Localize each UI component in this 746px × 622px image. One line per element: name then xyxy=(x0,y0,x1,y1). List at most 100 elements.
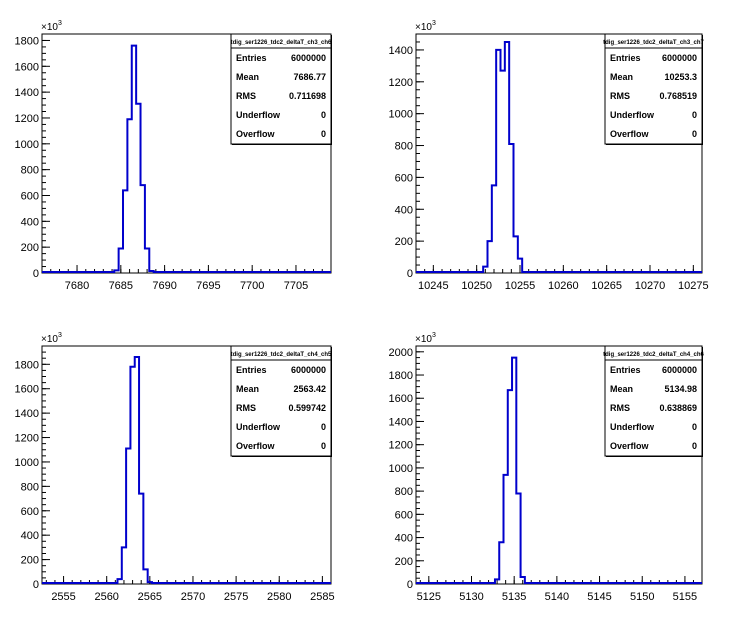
x-tick-label: 10260 xyxy=(548,280,579,292)
stats-row-label: Underflow xyxy=(610,110,655,120)
x-tick-label: 5145 xyxy=(587,591,611,603)
y-tick-label: 1200 xyxy=(389,440,413,452)
x-tick-label: 10270 xyxy=(635,280,666,292)
stats-row-label: RMS xyxy=(236,91,256,101)
stats-box xyxy=(604,33,703,145)
x-tick-label: 5130 xyxy=(459,591,483,603)
y-tick-label: 1800 xyxy=(389,370,413,382)
stats-row-value: 6000000 xyxy=(291,365,326,375)
y-tick-label: 1600 xyxy=(15,384,39,396)
histogram-bin xyxy=(512,358,516,584)
stats-row-label: Mean xyxy=(610,72,633,82)
y-tick-label: 800 xyxy=(395,486,413,498)
x-tick-label: 7695 xyxy=(196,280,220,292)
stats-row-label: RMS xyxy=(610,91,630,101)
stats-row-value: 0 xyxy=(692,110,697,120)
stats-row-value: 7686.77 xyxy=(293,72,326,82)
histogram-bin xyxy=(143,569,147,584)
x-tick-label: 7680 xyxy=(65,280,89,292)
stats-box-title: tdig_ser1226_tdc2_deltaT_ch3_ch6 xyxy=(231,40,332,46)
stats-row-value: 6000000 xyxy=(662,53,697,63)
histogram-series-outline xyxy=(42,44,331,273)
y-tick-label: 800 xyxy=(21,481,39,493)
x-tick-label: 10275 xyxy=(678,280,709,292)
stats-row-value: 6000000 xyxy=(291,53,326,63)
stats-row-value: 0 xyxy=(692,129,697,139)
stats-row-value: 0.638869 xyxy=(659,403,697,413)
histogram-bin xyxy=(136,104,140,273)
stats-row-value: 0.599742 xyxy=(288,403,326,413)
histogram-bin xyxy=(148,582,152,584)
y-tick-label: 400 xyxy=(21,216,39,228)
histogram-bin xyxy=(509,144,513,273)
histogram-bin xyxy=(139,494,143,584)
y-tick-label: 1200 xyxy=(15,113,39,125)
x-tick-label: 7685 xyxy=(109,280,133,292)
histogram-panel-3: 0 200 400 600 800 1000 1200 1400 1600 1800 2555 256… xyxy=(15,332,335,603)
stats-box-title: tdig_ser1226_tdc2_deltaT_ch4_ch5 xyxy=(231,352,332,358)
stats-row-value: 0 xyxy=(321,422,326,432)
histogram-bin xyxy=(119,248,123,273)
histogram-bin xyxy=(141,185,145,273)
x-tick-label: 5140 xyxy=(545,591,569,603)
y-axis-multiplier: ×103 xyxy=(41,332,62,345)
histogram-bin xyxy=(117,579,121,584)
stats-row-label: Entries xyxy=(236,53,267,63)
stats-row-value: 0.711698 xyxy=(289,91,326,101)
histogram-bin xyxy=(123,190,127,273)
histogram-bin xyxy=(114,270,118,273)
y-tick-label: 600 xyxy=(21,506,39,518)
stats-row-label: Underflow xyxy=(610,422,655,432)
x-tick-label: 2555 xyxy=(51,591,75,603)
y-tick-label: 0 xyxy=(33,579,39,591)
stats-row-label: Overflow xyxy=(610,129,650,139)
histogram-bin xyxy=(499,542,503,584)
y-tick-label: 1800 xyxy=(15,35,39,47)
x-tick-label: 7705 xyxy=(284,280,308,292)
y-tick-label: 1800 xyxy=(15,359,39,371)
histogram-bin xyxy=(126,449,130,584)
y-axis-multiplier: ×103 xyxy=(41,20,62,33)
y-tick-label: 200 xyxy=(21,242,39,254)
histogram-panel-2: 0 200 400 600 800 1000 1200 1400 10245 10250 10255… xyxy=(389,20,709,292)
stats-row-value: 0 xyxy=(321,110,326,120)
y-tick-label: 1000 xyxy=(15,457,39,469)
y-tick-label: 1400 xyxy=(389,416,413,428)
y-tick-label: 200 xyxy=(395,236,413,248)
stats-row-label: RMS xyxy=(610,403,630,413)
histogram-bin xyxy=(127,119,131,273)
histogram-bin xyxy=(496,50,500,273)
y-tick-label: 600 xyxy=(21,190,39,202)
histogram-bin xyxy=(516,493,520,584)
histogram-bin xyxy=(130,367,134,584)
histogram-bin xyxy=(495,579,499,584)
histogram-series-outline xyxy=(416,40,702,273)
stats-row-value: 0.768519 xyxy=(659,91,697,101)
x-tick-label: 7700 xyxy=(240,280,264,292)
stats-row-label: Underflow xyxy=(236,110,281,120)
y-tick-label: 1000 xyxy=(15,139,39,151)
stats-row-label: Overflow xyxy=(236,129,276,139)
y-tick-label: 600 xyxy=(395,509,413,521)
stats-row-label: Mean xyxy=(610,384,633,394)
stats-row-label: Overflow xyxy=(610,441,650,451)
y-tick-label: 1400 xyxy=(15,87,39,99)
y-tick-label: 1000 xyxy=(389,463,413,475)
histogram-bin xyxy=(122,547,126,584)
y-tick-label: 400 xyxy=(395,533,413,545)
y-tick-label: 1200 xyxy=(389,77,413,89)
x-tick-label: 2560 xyxy=(94,591,118,603)
histogram-series-outline xyxy=(42,355,331,584)
x-tick-label: 10250 xyxy=(461,280,492,292)
histogram-bin xyxy=(145,248,149,273)
histogram-bin xyxy=(488,241,492,273)
histogram-bin xyxy=(135,357,139,584)
y-tick-label: 200 xyxy=(21,555,39,567)
histogram-panel-4: 0 200 400 600 800 1000 1200 1400 1600 1800 2000 512… xyxy=(389,332,705,603)
y-tick-label: 0 xyxy=(407,579,413,591)
stats-row-value: 6000000 xyxy=(662,365,697,375)
y-tick-label: 1200 xyxy=(15,433,39,445)
stats-row-value: 2563.42 xyxy=(293,384,326,394)
x-tick-label: 5125 xyxy=(417,591,441,603)
